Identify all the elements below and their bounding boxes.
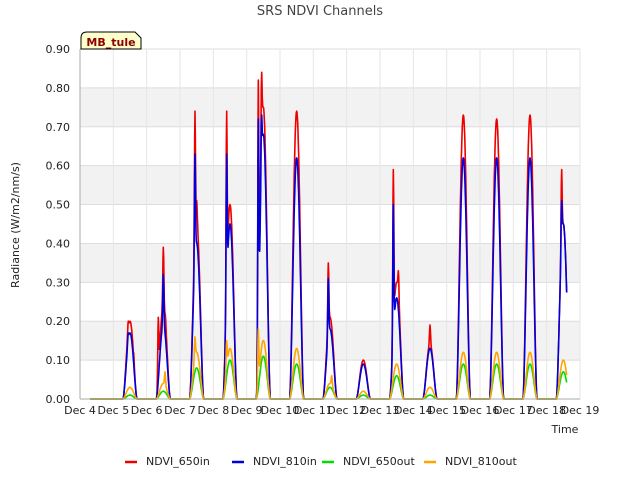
x-tick-label: Dec 4 <box>64 404 96 417</box>
x-tick-label: Dec 14 <box>394 404 433 417</box>
plot-band <box>80 87 580 127</box>
x-tick-label: Dec 12 <box>327 404 366 417</box>
x-tick-label: Dec 17 <box>494 404 533 417</box>
x-tick-label: Dec 16 <box>461 404 500 417</box>
y-tick-label: 0.40 <box>46 237 71 250</box>
site-badge-label: MB_tule <box>86 36 135 49</box>
y-tick-labels: 0.00 0.10 0.20 0.30 0.40 0.50 0.60 0.70 0.80 0.90 <box>46 43 71 406</box>
y-tick-label: 0.30 <box>46 276 71 289</box>
y-tick-label: 0.20 <box>46 315 71 328</box>
series-line-NDVI_650out <box>89 355 568 400</box>
y-tick-label: 0.80 <box>46 82 71 95</box>
legend-label: NDVI_810in <box>253 455 317 468</box>
x-tick-label: Dec 10 <box>261 404 300 417</box>
x-tick-label: Dec 15 <box>427 404 466 417</box>
legend-label: NDVI_650out <box>343 455 415 468</box>
x-tick-label: Dec 7 <box>164 404 196 417</box>
chart-title: SRS NDVI Channels <box>257 4 383 19</box>
x-axis-label: Time <box>551 423 579 436</box>
x-tick-label: Dec 13 <box>361 404 400 417</box>
y-axis-label: Radiance (W/m2/nm/s) <box>9 162 22 288</box>
site-badge-box <box>80 31 142 50</box>
legend-label: NDVI_810out <box>445 455 517 468</box>
y-tick-label: 0.90 <box>46 43 71 56</box>
y-tick-label: 0.60 <box>46 160 71 173</box>
x-tick-label: Dec 19 <box>561 404 600 417</box>
plot-band <box>80 165 580 205</box>
y-tick-label: 0.00 <box>46 393 71 406</box>
legend-label: NDVI_650in <box>146 455 210 468</box>
x-tick-label: Dec 8 <box>197 404 229 417</box>
x-tick-label: Dec 11 <box>294 404 333 417</box>
y-tick-label: 0.10 <box>46 354 71 367</box>
axes <box>79 49 580 400</box>
x-tick-label: Dec 5 <box>97 404 129 417</box>
site-badge: MB_tule <box>80 31 142 50</box>
x-tick-label: Dec 6 <box>131 404 163 417</box>
y-tick-label: 0.50 <box>46 199 71 212</box>
legend: NDVI_650in NDVI_810in NDVI_650out NDVI_810o… <box>125 455 517 468</box>
y-tick-label: 0.70 <box>46 121 71 134</box>
x-tick-label: Dec 18 <box>527 404 566 417</box>
x-tick-label: Dec 9 <box>231 404 263 417</box>
plot-band <box>80 243 580 283</box>
